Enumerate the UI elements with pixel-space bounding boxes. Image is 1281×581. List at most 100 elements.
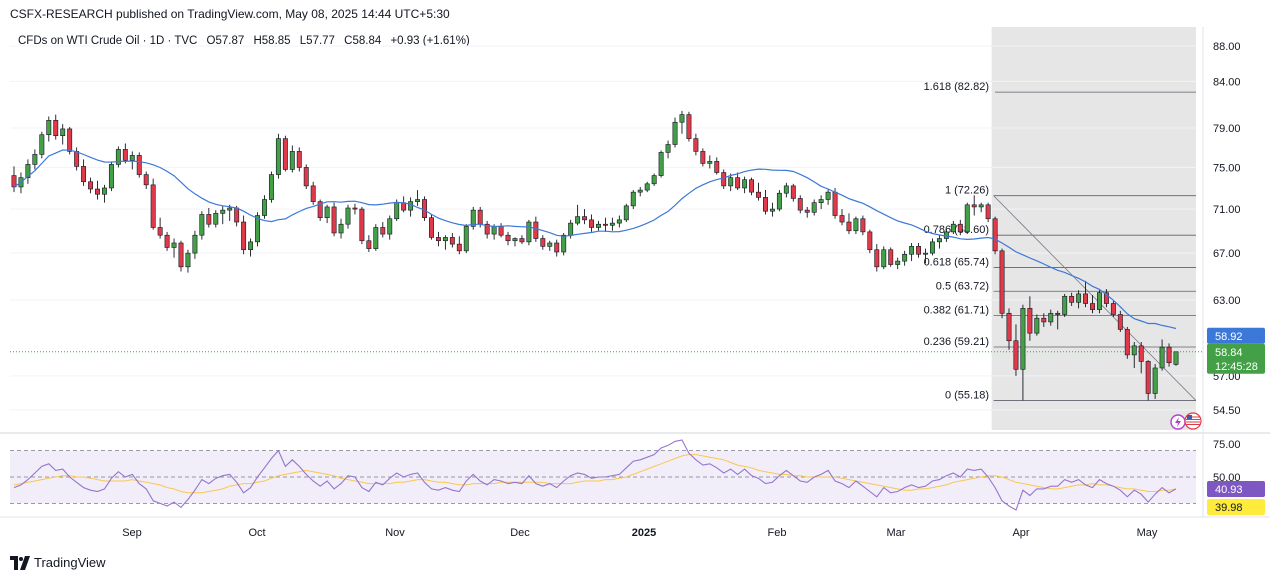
candle: [296, 147, 302, 172]
candle: [157, 217, 163, 239]
candle: [53, 114, 59, 140]
legend-symbol[interactable]: CFDs on WTI Crude Oil · 1D · TVC: [18, 35, 198, 47]
candle-body: [728, 177, 734, 187]
candle-body: [1159, 346, 1165, 369]
candle-body: [129, 155, 135, 161]
publisher-attribution: CSFX-RESEARCH published on TradingView.c…: [10, 7, 450, 21]
rsi-ma-badge-bg: [1207, 498, 1265, 515]
candle: [463, 224, 469, 254]
candle-body: [742, 179, 748, 189]
candle-body: [776, 192, 782, 210]
candle: [985, 202, 991, 223]
candle: [373, 224, 379, 251]
candle-body: [895, 260, 901, 265]
fib-level-label: 0.236 (59.21): [924, 336, 989, 348]
legend-low: L57.77: [299, 35, 335, 47]
candle-body: [1117, 314, 1123, 330]
candle-body: [498, 226, 504, 236]
candle-body: [623, 205, 629, 221]
candle-body: [811, 202, 817, 213]
candle-body: [1006, 312, 1012, 342]
candle-body: [136, 155, 142, 175]
candle: [700, 148, 706, 167]
candle: [310, 181, 316, 205]
candle-body: [540, 238, 546, 247]
candle: [352, 203, 358, 215]
candle: [1055, 310, 1061, 330]
time-axis-tick: Feb: [768, 527, 787, 539]
candle: [408, 197, 414, 217]
candle: [185, 249, 191, 273]
candle: [429, 214, 434, 240]
candle: [1013, 324, 1019, 376]
candle-body: [651, 175, 657, 185]
candle: [728, 173, 734, 192]
tradingview-logo-icon: [10, 555, 30, 570]
candle-body: [1020, 308, 1026, 370]
candle-body: [860, 218, 866, 233]
candle: [11, 166, 17, 193]
candle-body: [630, 191, 636, 207]
candle-body: [380, 227, 386, 235]
candle: [756, 182, 761, 201]
candle: [554, 239, 560, 257]
candle: [1048, 309, 1054, 326]
candle-body: [81, 166, 87, 183]
symbol-legend: CFDs on WTI Crude Oil · 1D · TVC O57.87 …: [18, 35, 476, 47]
candle: [602, 217, 608, 232]
candle-body: [853, 218, 859, 232]
fib-level-label: 0.5 (63.72): [936, 280, 989, 292]
last-price-badge-text: 58.84: [1215, 347, 1243, 359]
candle-body: [331, 206, 337, 234]
candle: [1006, 308, 1012, 350]
candle-body: [150, 184, 156, 228]
rsi-line: [13, 439, 1177, 511]
tradingview-footer[interactable]: TradingView: [10, 555, 106, 570]
candle: [526, 219, 532, 246]
candle: [582, 209, 588, 225]
candle: [289, 145, 295, 173]
economic-events-icon[interactable]: [1170, 412, 1202, 430]
candle: [262, 195, 267, 219]
candle: [150, 178, 156, 230]
tradingview-brand: TradingView: [34, 555, 106, 570]
candle-body: [888, 249, 894, 265]
candle: [32, 149, 38, 170]
candle-body: [999, 250, 1005, 314]
candle: [136, 152, 142, 178]
candle: [95, 180, 100, 200]
candle-body: [658, 152, 664, 176]
candle: [589, 214, 594, 232]
ma-value-badge-text: 58.92: [1215, 331, 1243, 343]
candle-body: [95, 188, 100, 195]
candle: [658, 150, 664, 178]
candle: [575, 204, 581, 226]
candle: [1117, 310, 1123, 332]
candle: [206, 208, 212, 228]
candle: [964, 202, 970, 235]
candle: [860, 215, 866, 236]
candle-body: [415, 199, 421, 202]
candle: [449, 232, 455, 248]
candle-body: [596, 223, 601, 228]
candle: [213, 210, 219, 228]
candle-body: [763, 197, 768, 212]
candle-body: [1013, 340, 1019, 370]
candle: [331, 202, 337, 237]
candle: [818, 195, 824, 210]
candle: [749, 177, 755, 196]
candle-body: [909, 246, 915, 255]
candle-body: [60, 128, 66, 136]
candle-body: [1048, 312, 1054, 323]
candle: [950, 220, 956, 235]
candle: [874, 244, 880, 272]
candle-body: [665, 144, 671, 153]
candle: [498, 223, 504, 238]
candle: [1145, 360, 1151, 401]
ma-value-badge: 58.92: [1207, 327, 1265, 344]
candle-body: [609, 222, 615, 226]
candle: [1138, 342, 1144, 374]
candle: [519, 235, 525, 245]
candle: [366, 235, 372, 252]
